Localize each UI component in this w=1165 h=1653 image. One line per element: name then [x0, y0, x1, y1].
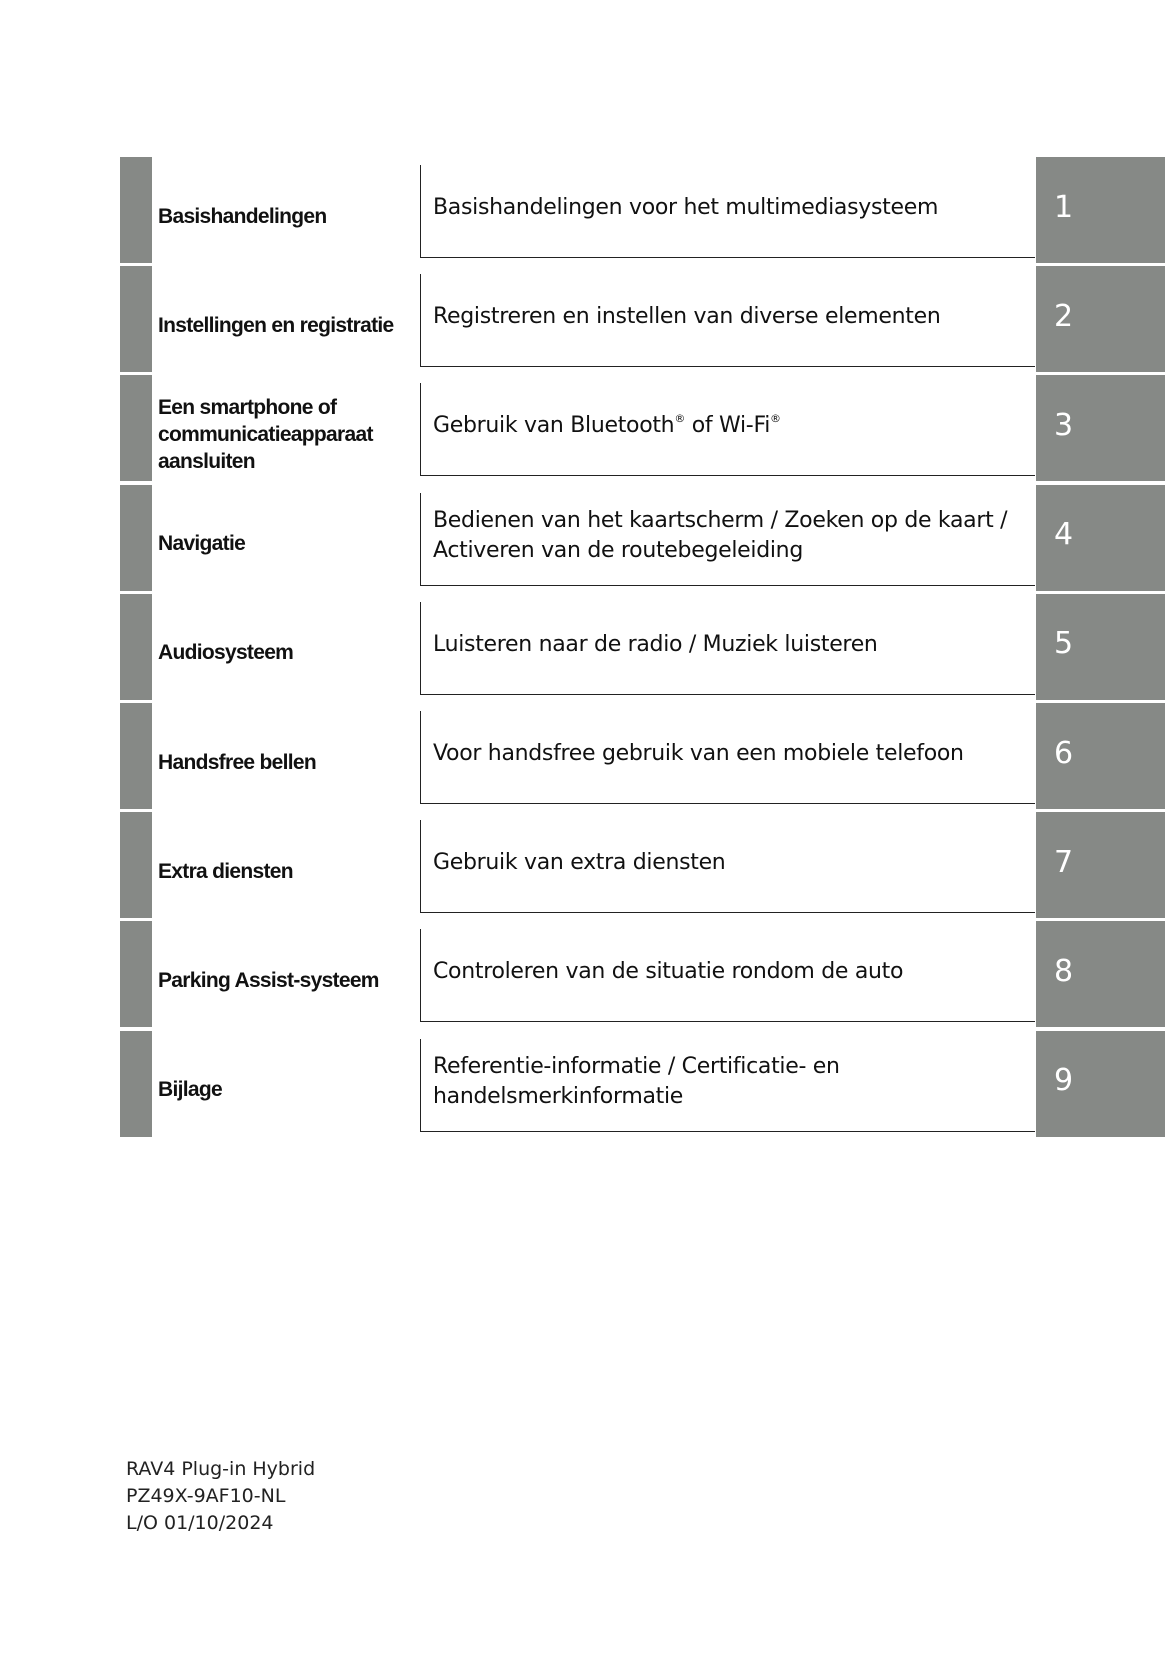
- section-description[interactable]: Gebruik van Bluetooth® of Wi-Fi®: [433, 412, 781, 439]
- toc-row[interactable]: Parking Assist-systeem Controleren van d…: [0, 921, 1165, 1028]
- section-number: 4: [1054, 517, 1074, 553]
- section-description-box[interactable]: Referentie-informatie / Certificatie- en…: [420, 1038, 1035, 1132]
- section-description-box[interactable]: Luisteren naar de radio / Muziek luister…: [420, 601, 1035, 695]
- section-description[interactable]: Voor handsfree gebruik van een mobiele t…: [433, 741, 964, 766]
- toc-row[interactable]: Basishandelingen Basishandelingen voor h…: [0, 157, 1165, 263]
- section-label[interactable]: Audiosysteem: [158, 641, 294, 665]
- section-tab-strip: [120, 593, 152, 700]
- section-tab-strip: [120, 484, 152, 591]
- footer: RAV4 Plug-in Hybrid PZ49X-9AF10-NL L/O 0…: [126, 1456, 315, 1537]
- section-number: 5: [1054, 626, 1074, 662]
- toc-row[interactable]: Navigatie Bedienen van het kaartscherm /…: [0, 484, 1165, 591]
- section-number-tab[interactable]: 7: [1036, 812, 1165, 919]
- toc-row[interactable]: Extra diensten Gebruik van extra dienste…: [0, 812, 1165, 919]
- section-number-tab[interactable]: 1: [1036, 157, 1165, 263]
- footer-model: RAV4 Plug-in Hybrid: [126, 1458, 316, 1480]
- section-number-tab[interactable]: 9: [1036, 1030, 1165, 1137]
- section-number: 3: [1054, 407, 1074, 443]
- section-label[interactable]: Handsfree bellen: [158, 750, 317, 774]
- toc-row[interactable]: Bijlage Referentie-informatie / Certific…: [0, 1030, 1165, 1137]
- section-label[interactable]: Basishandelingen: [158, 204, 327, 228]
- footer-date: L/O 01/10/2024: [126, 1512, 274, 1534]
- section-tab-strip: [120, 266, 152, 373]
- section-tab-strip: [120, 703, 152, 809]
- section-description[interactable]: Luisteren naar de radio / Muziek luister…: [433, 631, 878, 657]
- section-label[interactable]: Bijlage: [158, 1078, 223, 1102]
- section-number: 1: [1054, 189, 1074, 225]
- section-number: 2: [1054, 298, 1074, 334]
- section-description-box[interactable]: Controleren van de situatie rondom de au…: [420, 929, 1035, 1023]
- toc-row[interactable]: Instellingen en registratie Registreren …: [0, 266, 1165, 373]
- section-tab-strip: [120, 157, 152, 263]
- section-description-box[interactable]: Gebruik van extra diensten: [420, 820, 1035, 914]
- toc-row[interactable]: Een smartphone of communicatieapparaat a…: [0, 375, 1165, 482]
- section-tab-strip: [120, 921, 152, 1028]
- section-tab-strip: [120, 375, 152, 482]
- toc-row[interactable]: Handsfree bellen Voor handsfree gebruik …: [0, 703, 1165, 809]
- section-description-box[interactable]: Gebruik van Bluetooth® of Wi-Fi®: [420, 383, 1035, 477]
- section-number: 6: [1054, 735, 1074, 771]
- section-label[interactable]: Navigatie: [158, 532, 246, 556]
- section-description-box[interactable]: Registreren en instellen van diverse ele…: [420, 274, 1035, 368]
- section-description[interactable]: Basishandelingen voor het multimediasyst…: [433, 195, 939, 220]
- section-number: 8: [1054, 953, 1074, 989]
- section-number-tab[interactable]: 5: [1036, 593, 1165, 700]
- section-description[interactable]: Controleren van de situatie rondom de au…: [433, 959, 904, 985]
- section-description[interactable]: Registreren en instellen van diverse ele…: [433, 304, 941, 330]
- section-number-tab[interactable]: 2: [1036, 266, 1165, 373]
- section-description[interactable]: Gebruik van extra diensten: [433, 850, 726, 876]
- section-label[interactable]: Een smartphone of communicatieapparaat a…: [158, 395, 373, 473]
- section-number-tab[interactable]: 6: [1036, 703, 1165, 809]
- section-number: 9: [1054, 1063, 1074, 1099]
- section-number-tab[interactable]: 3: [1036, 375, 1165, 482]
- section-description-box[interactable]: Basishandelingen voor het multimediasyst…: [420, 165, 1035, 258]
- section-label[interactable]: Instellingen en registratie: [158, 313, 394, 337]
- section-description[interactable]: Bedienen van het kaartscherm / Zoeken op…: [433, 507, 1008, 563]
- section-tab-strip: [120, 1030, 152, 1137]
- section-tab-strip: [120, 812, 152, 919]
- section-label[interactable]: Parking Assist-systeem: [158, 968, 379, 992]
- footer-code: PZ49X-9AF10-NL: [126, 1485, 286, 1507]
- section-number-tab[interactable]: 8: [1036, 921, 1165, 1028]
- section-description-box[interactable]: Voor handsfree gebruik van een mobiele t…: [420, 711, 1035, 804]
- toc-row[interactable]: Audiosysteem Luisteren naar de radio / M…: [0, 593, 1165, 700]
- section-number: 7: [1054, 844, 1074, 880]
- section-label[interactable]: Extra diensten: [158, 859, 294, 883]
- section-number-tab[interactable]: 4: [1036, 484, 1165, 591]
- section-description[interactable]: Referentie-informatie / Certificatie- en…: [433, 1053, 840, 1109]
- section-description-box[interactable]: Bedienen van het kaartscherm / Zoeken op…: [420, 492, 1035, 586]
